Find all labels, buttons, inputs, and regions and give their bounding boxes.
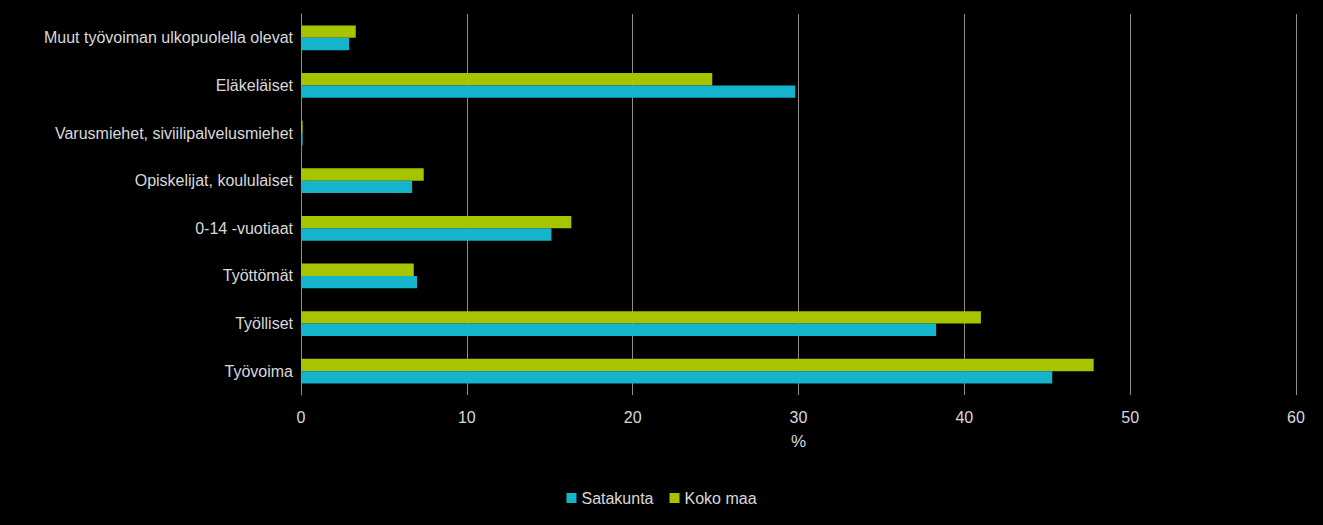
svg-text:Eläkeläiset: Eläkeläiset xyxy=(216,77,294,94)
svg-text:60: 60 xyxy=(1287,409,1305,426)
svg-text:Opiskelijat, koululaiset: Opiskelijat, koululaiset xyxy=(135,172,294,189)
svg-text:Varusmiehet, siviilipalvelusmi: Varusmiehet, siviilipalvelusmiehet xyxy=(55,125,294,142)
svg-text:30: 30 xyxy=(790,409,808,426)
svg-text:0: 0 xyxy=(297,409,306,426)
svg-text:50: 50 xyxy=(1121,409,1139,426)
svg-text:10: 10 xyxy=(458,409,476,426)
svg-text:Muut työvoiman ulkopuolella ol: Muut työvoiman ulkopuolella olevat xyxy=(44,29,294,46)
svg-text:Työlliset: Työlliset xyxy=(235,315,293,332)
svg-text:Koko maa: Koko maa xyxy=(685,490,757,507)
svg-text:%: % xyxy=(791,432,806,451)
svg-text:0-14 -vuotiaat: 0-14 -vuotiaat xyxy=(195,220,293,237)
svg-text:Satakunta: Satakunta xyxy=(581,490,653,507)
svg-text:40: 40 xyxy=(955,409,973,426)
svg-text:20: 20 xyxy=(624,409,642,426)
svg-text:Työttömät: Työttömät xyxy=(223,267,294,284)
svg-text:Työvoima: Työvoima xyxy=(225,363,294,380)
